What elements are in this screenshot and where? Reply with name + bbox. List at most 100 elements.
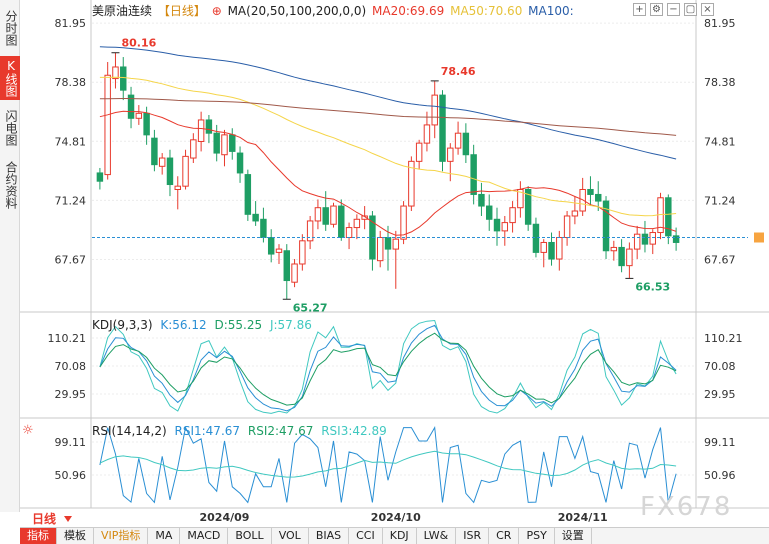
tab-kline[interactable]: K线图 (0, 56, 20, 100)
tab-timeshare[interactable]: 分时图 (4, 10, 18, 46)
candle-body (548, 241, 555, 260)
kdj-axis-label-right: 29.95 (704, 388, 736, 401)
toolbar-cci[interactable]: CCI (349, 528, 383, 544)
add-indicator-icon[interactable]: ⊕ (211, 4, 222, 18)
candle-body (205, 119, 213, 134)
candle-body (314, 207, 322, 222)
candle-body (376, 237, 384, 262)
candle-body (462, 132, 470, 156)
watermark: FX678 (640, 492, 733, 522)
settings-icon[interactable]: ⚙ (650, 3, 663, 16)
kdj-axis-label-left: 29.95 (55, 388, 87, 401)
candle-body (524, 188, 532, 225)
candle-body (610, 246, 618, 252)
candle-body (439, 94, 446, 162)
kdj-legend: KDJ(9,3,3) K:56.12 D:55.25 J:57.86 (92, 318, 316, 332)
rsi3-line (99, 450, 677, 478)
candle-body (423, 124, 431, 144)
close-icon[interactable]: × (701, 3, 714, 16)
price-axis-label-left: 78.38 (55, 76, 87, 89)
restore-icon[interactable]: ▢ (684, 3, 697, 16)
candle-body (556, 237, 563, 260)
candle-body (493, 218, 501, 232)
candle-body (665, 197, 672, 237)
toolbar-template[interactable]: 模板 (57, 528, 94, 544)
kdj-axis-label-left: 110.21 (48, 332, 87, 345)
rsi-axis-label-right: 50.96 (704, 469, 736, 482)
toolbar-vip-indicator[interactable]: VIP指标 (94, 528, 149, 544)
rsi-axis-label-right: 99.11 (704, 436, 736, 449)
candle-body (672, 235, 680, 243)
candle-body (618, 246, 625, 267)
toolbar-macd[interactable]: MACD (180, 528, 229, 544)
candle-body (120, 66, 127, 91)
candle-body (244, 174, 252, 215)
rsi-title: RSI(14,14,2) (92, 424, 167, 438)
annotation-high2: 78.46 (441, 65, 476, 78)
indicator-toolbar: 指标 模板 VIP指标 MA MACD BOLL VOL BIAS CCI KD… (20, 527, 769, 544)
candle-body (633, 233, 641, 250)
candle-body (221, 134, 228, 156)
price-axis-label-left: 81.95 (55, 17, 87, 30)
candle-body (275, 248, 283, 253)
price-axis-label-left: 67.67 (55, 254, 87, 267)
tab-flash[interactable]: 闪电图 (4, 110, 18, 146)
kdj-axis-label-right: 70.08 (704, 360, 736, 373)
toolbar-isr[interactable]: ISR (456, 528, 490, 544)
candle-body (182, 155, 189, 187)
toolbar-settings[interactable]: 设置 (555, 528, 592, 544)
toolbar-ma[interactable]: MA (148, 528, 181, 544)
sidebar: 分时图 K线图 闪电图 合约资料 (0, 0, 20, 512)
candle-body (587, 188, 594, 195)
period-selector[interactable]: 日线 (20, 510, 78, 528)
ma200-line (99, 97, 677, 136)
candle-body (415, 142, 423, 162)
candle-body (96, 172, 104, 182)
toolbar-cr[interactable]: CR (489, 528, 520, 544)
candle-body (431, 94, 438, 126)
date-axis-label: 2024/11 (558, 511, 608, 524)
rsi1-value: RSI1:47.67 (174, 424, 241, 438)
candle-body (509, 207, 516, 224)
candle-body (322, 207, 329, 225)
toolbar-bias[interactable]: BIAS (309, 528, 350, 544)
candle-body (595, 193, 602, 202)
date-axis-label: 2024/10 (371, 511, 421, 524)
kdj-title: KDJ(9,3,3) (92, 318, 153, 332)
last-price-marker (754, 232, 764, 243)
candle-body (174, 185, 181, 190)
rsi-settings-icon[interactable]: ☼ (22, 423, 34, 438)
toolbar-vol[interactable]: VOL (272, 528, 309, 544)
toolbar-kdj[interactable]: KDJ (383, 528, 417, 544)
minus-icon[interactable]: − (667, 3, 680, 16)
candle-body (151, 137, 158, 166)
candle-body (470, 154, 477, 195)
candle-body (283, 250, 290, 282)
price-axis-label-right: 67.67 (704, 254, 736, 267)
candle-body (353, 218, 361, 229)
candle-body (267, 237, 275, 255)
ma100-line (99, 46, 677, 160)
kdj-k-line (99, 324, 677, 412)
candle-body (361, 215, 368, 220)
candle-body (236, 152, 244, 174)
candle-body (649, 232, 656, 245)
candle-body (400, 205, 407, 240)
toolbar-lw[interactable]: LW& (417, 528, 457, 544)
rsi-axis-label-left: 99.11 (55, 436, 87, 449)
kdj-d-line (99, 332, 677, 406)
rsi2-value: RSI2:47.67 (247, 424, 314, 438)
rsi-legend: RSI(14,14,2) RSI1:47.67 RSI2:47.67 RSI3:… (92, 424, 391, 438)
candle-body (338, 205, 345, 239)
candle-body (306, 220, 314, 242)
toolbar-indicator[interactable]: 指标 (20, 528, 57, 544)
add-icon[interactable]: + (633, 3, 646, 16)
toolbar-boll[interactable]: BOLL (228, 528, 272, 544)
candle-body (571, 210, 579, 217)
kdj-j-value: J:57.86 (269, 318, 312, 332)
chart-area[interactable]: 81.95 81.95 78.38 78.38 74.81 74.81 71.24 71.24… (20, 0, 769, 527)
tab-contract-info[interactable]: 合约资料 (4, 161, 18, 209)
candle-body (197, 119, 205, 142)
candle-body (143, 112, 150, 136)
toolbar-psy[interactable]: PSY (519, 528, 555, 544)
